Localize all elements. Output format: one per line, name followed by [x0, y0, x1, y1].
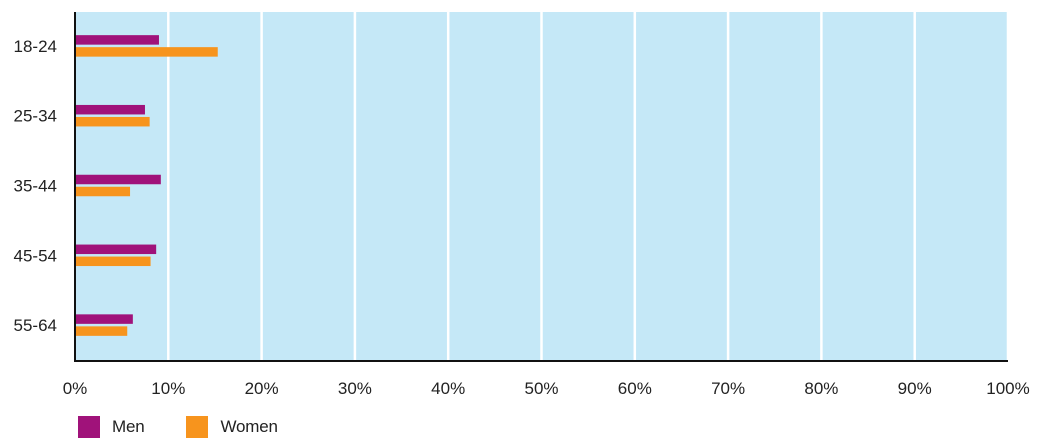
legend: Men Women [78, 416, 320, 438]
legend-item-women: Women [186, 416, 278, 438]
bar-men-55-64 [75, 314, 133, 324]
bars [75, 35, 218, 336]
legend-swatch-women [186, 416, 209, 438]
x-tick-label: 0% [63, 379, 88, 398]
bar-men-18-24 [75, 35, 159, 45]
legend-swatch-men [78, 416, 100, 438]
category-label: 18-24 [14, 37, 57, 56]
axes [74, 12, 1008, 362]
bar-women-35-44 [75, 186, 131, 197]
legend-label-women: Women [220, 417, 278, 436]
category-label: 45-54 [14, 246, 57, 265]
x-tick-label: 20% [245, 379, 279, 398]
bar-men-45-54 [75, 244, 157, 255]
x-tick-labels: 0% 10% 20% 30% 40% 50% 60% 70% 80% 90% 100% [63, 379, 1030, 398]
bar-women-25-34 [75, 116, 150, 127]
category-label: 25-34 [14, 107, 57, 126]
category-label: 55-64 [14, 316, 57, 335]
bar-women-55-64 [75, 326, 128, 336]
bar-women-18-24 [75, 47, 218, 57]
bar-men-35-44 [75, 174, 161, 185]
legend-label-men: Men [112, 417, 145, 436]
x-tick-label: 40% [431, 379, 465, 398]
gridlines [167, 12, 1010, 361]
bar-women-45-54 [75, 256, 151, 267]
category-label: 35-44 [14, 177, 57, 196]
x-tick-label: 50% [524, 379, 558, 398]
x-tick-label: 70% [711, 379, 745, 398]
x-tick-label: 100% [986, 379, 1029, 398]
category-labels: 18-24 25-34 35-44 45-54 55-64 [14, 37, 57, 335]
x-tick-label: 80% [804, 379, 838, 398]
legend-item-men: Men [78, 416, 145, 438]
x-tick-label: 90% [898, 379, 932, 398]
bar-men-25-34 [75, 104, 145, 115]
x-tick-label: 60% [618, 379, 652, 398]
x-tick-label: 10% [151, 379, 185, 398]
x-tick-label: 30% [338, 379, 372, 398]
